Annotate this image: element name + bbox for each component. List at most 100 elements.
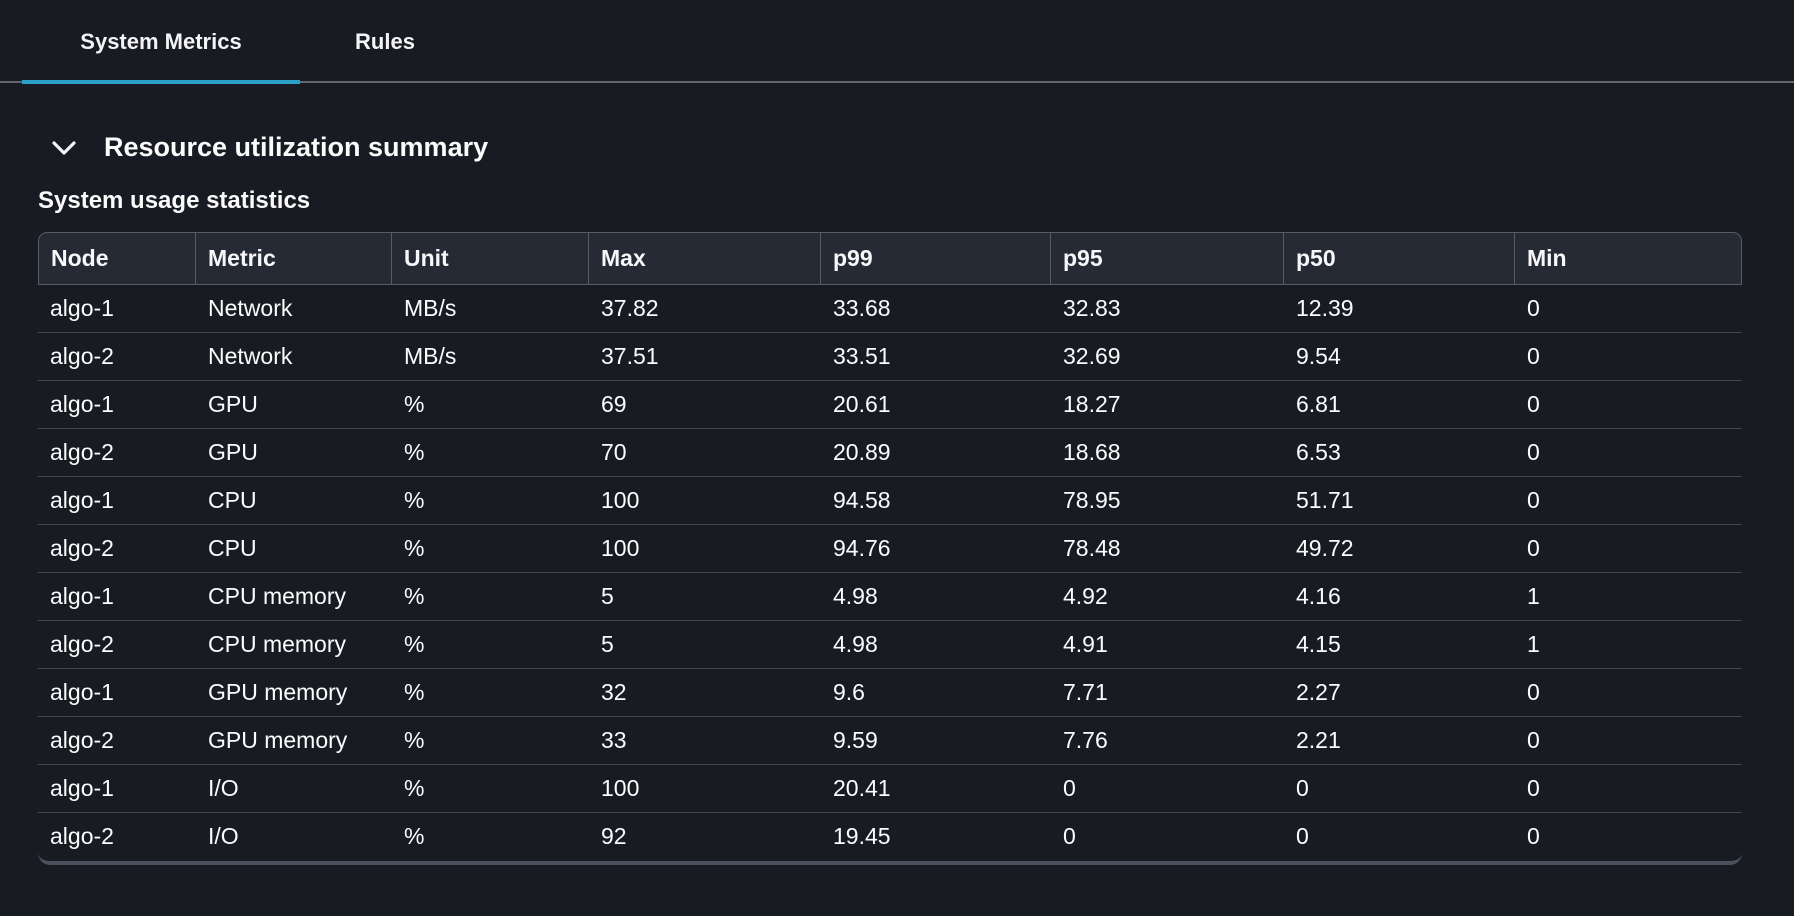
- cell-metric: CPU memory: [196, 621, 392, 669]
- cell-max: 69: [589, 381, 821, 429]
- chevron-down-icon[interactable]: [52, 136, 76, 160]
- cell-p99: 20.41: [821, 765, 1051, 813]
- cell-p99: 9.59: [821, 717, 1051, 765]
- table-row: algo-1 CPU memory% 5 4.98 4.92 4.16 1: [38, 573, 1742, 621]
- cell-min: 1: [1515, 573, 1742, 621]
- cell-p99: 33.51: [821, 333, 1051, 381]
- cell-node: algo-1: [38, 669, 196, 717]
- cell-p50: 9.54: [1284, 333, 1515, 381]
- cell-unit: MB/s: [392, 333, 589, 381]
- cell-p99: 4.98: [821, 621, 1051, 669]
- cell-node: algo-2: [50, 823, 114, 850]
- cell-p50: 6.81: [1284, 381, 1515, 429]
- cell-unit: %: [392, 765, 589, 813]
- cell-max: 5: [589, 573, 821, 621]
- system-usage-table: Node Metric Unit Max p99 p95 p50 Min algo-1 Netw…: [38, 231, 1742, 865]
- cell-p50: 51.71: [1284, 477, 1515, 525]
- column-header-unit: Unit: [392, 231, 589, 285]
- tab-system-metrics-label: System Metrics: [80, 28, 242, 54]
- cell-p99: 33.68: [821, 285, 1051, 333]
- cell-min: 0: [1515, 717, 1742, 765]
- table-row: algo-1 GPU% 69 20.61 18.27 6.81 0: [38, 381, 1742, 429]
- cell-p95: 4.92: [1051, 573, 1284, 621]
- table-row: algo-2 GPU memory% 33 9.59 7.76 2.21 0: [38, 717, 1742, 765]
- cell-min: 1: [1515, 621, 1742, 669]
- cell-min: 0: [1515, 381, 1742, 429]
- cell-p50: 2.21: [1284, 717, 1515, 765]
- table-row: algo-1 Network MB/s 37.82 33.68 32.83 12.39 0: [38, 285, 1742, 333]
- cell-metric: GPU: [196, 429, 392, 477]
- cell-min: 0: [1515, 333, 1742, 381]
- column-header-max: Max: [589, 231, 821, 285]
- cell-p95: 7.71: [1051, 669, 1284, 717]
- cell-max: 33: [589, 717, 821, 765]
- table-caption: System usage statistics: [38, 186, 311, 214]
- cell-max: 100: [589, 765, 821, 813]
- cell-max: 37.51: [589, 333, 821, 381]
- cell-max: 100: [589, 525, 821, 573]
- cell-unit: %: [392, 717, 589, 765]
- table-row: algo-1 GPU memory% 32 9.6 7.71 2.27 0: [38, 669, 1742, 717]
- tab-rules[interactable]: Rules: [300, 0, 470, 83]
- tab-system-metrics[interactable]: System Metrics: [22, 0, 300, 84]
- table-row: algo-2 I/O% 92 19.45 0 0 0: [38, 813, 1742, 861]
- cell-unit: MB/s: [392, 285, 589, 333]
- tab-bar-divider: [0, 81, 1794, 83]
- cell-metric: Network: [196, 285, 392, 333]
- table-body: algo-1 Network MB/s 37.82 33.68 32.83 12.39 0 al…: [38, 285, 1742, 861]
- cell-p50: 2.27: [1284, 669, 1515, 717]
- cell-p95: 18.27: [1051, 381, 1284, 429]
- cell-unit: %: [392, 429, 589, 477]
- cell-p95: 18.68: [1051, 429, 1284, 477]
- cell-metric: GPU memory: [196, 717, 392, 765]
- cell-min: 0: [1515, 477, 1742, 525]
- tab-bar: System Metrics Rules: [0, 0, 1794, 84]
- cell-p50: 49.72: [1284, 525, 1515, 573]
- cell-unit: %: [392, 669, 589, 717]
- tab-rules-label: Rules: [355, 28, 415, 54]
- cell-min: 0: [1527, 823, 1540, 850]
- resource-utilization-section-toggle[interactable]: Resource utilization summary: [52, 131, 488, 165]
- cell-min: 0: [1515, 525, 1742, 573]
- cell-node: algo-1: [38, 381, 196, 429]
- cell-unit: %: [392, 621, 589, 669]
- cell-metric: CPU: [196, 477, 392, 525]
- cell-p99: 94.76: [821, 525, 1051, 573]
- cell-metric: GPU: [196, 381, 392, 429]
- cell-p95: 4.91: [1051, 621, 1284, 669]
- cell-node: algo-1: [38, 285, 196, 333]
- cell-p99: 20.89: [821, 429, 1051, 477]
- table-row: algo-1 CPU% 100 94.58 78.95 51.71 0: [38, 477, 1742, 525]
- cell-unit: %: [392, 525, 589, 573]
- cell-p95: 0: [1051, 765, 1284, 813]
- cell-p50: 0: [1296, 823, 1309, 850]
- cell-p50: 4.15: [1284, 621, 1515, 669]
- cell-node: algo-1: [38, 765, 196, 813]
- cell-p95: 32.83: [1051, 285, 1284, 333]
- cell-node: algo-2: [38, 621, 196, 669]
- cell-p50: 6.53: [1284, 429, 1515, 477]
- cell-unit: %: [392, 381, 589, 429]
- table-row: algo-2 CPU memory% 5 4.98 4.91 4.15 1: [38, 621, 1742, 669]
- cell-min: 0: [1515, 285, 1742, 333]
- column-header-metric: Metric: [196, 231, 392, 285]
- cell-p50: 0: [1284, 765, 1515, 813]
- cell-p50: 4.16: [1284, 573, 1515, 621]
- cell-max: 37.82: [589, 285, 821, 333]
- cell-min: 0: [1515, 429, 1742, 477]
- cell-metric: GPU memory: [196, 669, 392, 717]
- cell-min: 0: [1515, 765, 1742, 813]
- column-header-p99: p99: [821, 231, 1051, 285]
- cell-min: 0: [1515, 669, 1742, 717]
- table-row: algo-1 I/O% 100 20.41 0 0 0: [38, 765, 1742, 813]
- column-header-p95: p95: [1051, 231, 1284, 285]
- cell-node: algo-2: [38, 717, 196, 765]
- cell-p99: 19.45: [833, 823, 891, 850]
- column-header-min: Min: [1515, 231, 1742, 285]
- table-row: algo-2 GPU% 70 20.89 18.68 6.53 0: [38, 429, 1742, 477]
- cell-node: algo-2: [38, 429, 196, 477]
- cell-p95: 0: [1063, 823, 1076, 850]
- table-row: algo-2 CPU% 100 94.76 78.48 49.72 0: [38, 525, 1742, 573]
- cell-max: 32: [589, 669, 821, 717]
- cell-max: 92: [601, 823, 627, 850]
